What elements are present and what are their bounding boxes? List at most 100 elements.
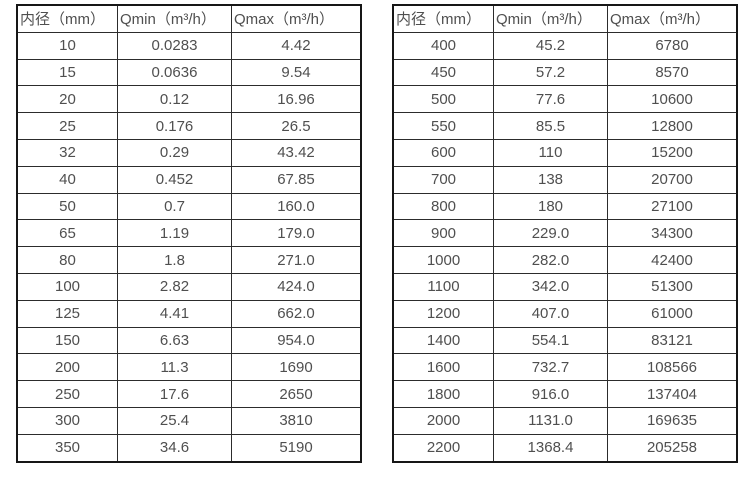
qmin-cell: 282.0 (493, 246, 608, 274)
qmin-cell: 1.8 (117, 246, 232, 274)
diameter-cell: 50 (16, 192, 118, 221)
table-row: 1600 732.7 108566 (392, 353, 738, 382)
qmax-cell: 26.5 (231, 112, 362, 140)
qmin-cell: 554.1 (493, 326, 608, 355)
qmin-cell: 407.0 (493, 299, 608, 328)
qmax-cell: 6780 (607, 31, 738, 60)
qmax-cell: 83121 (607, 326, 738, 355)
qmax-cell: 20700 (607, 165, 738, 194)
diameter-cell: 600 (392, 138, 494, 167)
diameter-cell: 900 (392, 219, 494, 248)
diameter-cell: 125 (16, 299, 118, 328)
table-row: 10 0.0283 4.42 (16, 31, 362, 60)
diameter-cell: 15 (16, 58, 118, 87)
qmin-cell: 916.0 (493, 380, 608, 408)
table-row: 50 0.7 160.0 (16, 192, 362, 221)
diameter-cell: 550 (392, 112, 494, 140)
qmax-cell: 43.42 (231, 138, 362, 167)
qmin-cell: 25.4 (117, 406, 232, 435)
table-row: 1800 916.0 137404 (392, 380, 738, 408)
qmax-cell: 12800 (607, 112, 738, 140)
qmax-cell: 9.54 (231, 58, 362, 87)
qmin-cell: 1368.4 (493, 433, 608, 463)
diameter-cell: 800 (392, 192, 494, 221)
column-header-qmin: Qmin（m³/h） (117, 4, 232, 33)
table-row: 32 0.29 43.42 (16, 138, 362, 167)
qmin-cell: 77.6 (493, 85, 608, 114)
flow-table-small-diameters: 内径（mm） Qmin（m³/h） Qmax（m³/h） 10 0.0283 4.42 15… (16, 4, 362, 463)
qmax-cell: 42400 (607, 246, 738, 274)
table-row: 40 0.452 67.85 (16, 165, 362, 194)
qmin-cell: 17.6 (117, 380, 232, 408)
diameter-cell: 1200 (392, 299, 494, 328)
table-row: 900 229.0 34300 (392, 219, 738, 248)
table-row: 600 110 15200 (392, 138, 738, 167)
table-row: 2200 1368.4 205258 (392, 433, 738, 463)
qmax-cell: 10600 (607, 85, 738, 114)
qmax-cell: 34300 (607, 219, 738, 248)
qmax-cell: 137404 (607, 380, 738, 408)
column-header-diameter: 内径（mm） (392, 4, 494, 33)
qmin-cell: 34.6 (117, 433, 232, 463)
header-row: 内径（mm） Qmin（m³/h） Qmax（m³/h） (392, 4, 738, 33)
table-row: 450 57.2 8570 (392, 58, 738, 87)
diameter-cell: 500 (392, 85, 494, 114)
diameter-cell: 20 (16, 85, 118, 114)
qmin-cell: 732.7 (493, 353, 608, 382)
diameter-cell: 450 (392, 58, 494, 87)
diameter-cell: 1800 (392, 380, 494, 408)
diameter-cell: 300 (16, 406, 118, 435)
qmin-cell: 0.176 (117, 112, 232, 140)
qmax-cell: 8570 (607, 58, 738, 87)
table-row: 25 0.176 26.5 (16, 112, 362, 140)
diameter-cell: 1600 (392, 353, 494, 382)
qmin-cell: 138 (493, 165, 608, 194)
qmin-cell: 0.7 (117, 192, 232, 221)
qmin-cell: 110 (493, 138, 608, 167)
table-row: 1000 282.0 42400 (392, 246, 738, 274)
qmin-cell: 0.452 (117, 165, 232, 194)
qmax-cell: 662.0 (231, 299, 362, 328)
diameter-cell: 2200 (392, 433, 494, 463)
diameter-cell: 1000 (392, 246, 494, 274)
qmax-cell: 16.96 (231, 85, 362, 114)
table-row: 200 11.3 1690 (16, 353, 362, 382)
qmin-cell: 45.2 (493, 31, 608, 60)
column-header-diameter: 内径（mm） (16, 4, 118, 33)
qmax-cell: 2650 (231, 380, 362, 408)
qmax-cell: 51300 (607, 272, 738, 301)
diameter-cell: 200 (16, 353, 118, 382)
qmin-cell: 1131.0 (493, 406, 608, 435)
qmax-cell: 4.42 (231, 31, 362, 60)
qmax-cell: 61000 (607, 299, 738, 328)
qmax-cell: 169635 (607, 406, 738, 435)
table-row: 550 85.5 12800 (392, 112, 738, 140)
qmin-cell: 57.2 (493, 58, 608, 87)
table-row: 350 34.6 5190 (16, 433, 362, 463)
diameter-cell: 150 (16, 326, 118, 355)
qmax-cell: 205258 (607, 433, 738, 463)
qmin-cell: 0.29 (117, 138, 232, 167)
table-row: 2000 1131.0 169635 (392, 406, 738, 435)
diameter-cell: 32 (16, 138, 118, 167)
qmin-cell: 229.0 (493, 219, 608, 248)
qmin-cell: 180 (493, 192, 608, 221)
diameter-cell: 700 (392, 165, 494, 194)
header-row: 内径（mm） Qmin（m³/h） Qmax（m³/h） (16, 4, 362, 33)
qmin-cell: 0.12 (117, 85, 232, 114)
column-header-qmax: Qmax（m³/h） (231, 4, 362, 33)
qmax-cell: 108566 (607, 353, 738, 382)
qmax-cell: 67.85 (231, 165, 362, 194)
diameter-cell: 40 (16, 165, 118, 194)
column-header-qmax: Qmax（m³/h） (607, 4, 738, 33)
diameter-cell: 250 (16, 380, 118, 408)
diameter-cell: 400 (392, 31, 494, 60)
qmax-cell: 179.0 (231, 219, 362, 248)
qmax-cell: 424.0 (231, 272, 362, 301)
column-header-qmin: Qmin（m³/h） (493, 4, 608, 33)
table-row: 15 0.0636 9.54 (16, 58, 362, 87)
diameter-cell: 1100 (392, 272, 494, 301)
diameter-cell: 1400 (392, 326, 494, 355)
qmax-cell: 27100 (607, 192, 738, 221)
qmin-cell: 0.0636 (117, 58, 232, 87)
